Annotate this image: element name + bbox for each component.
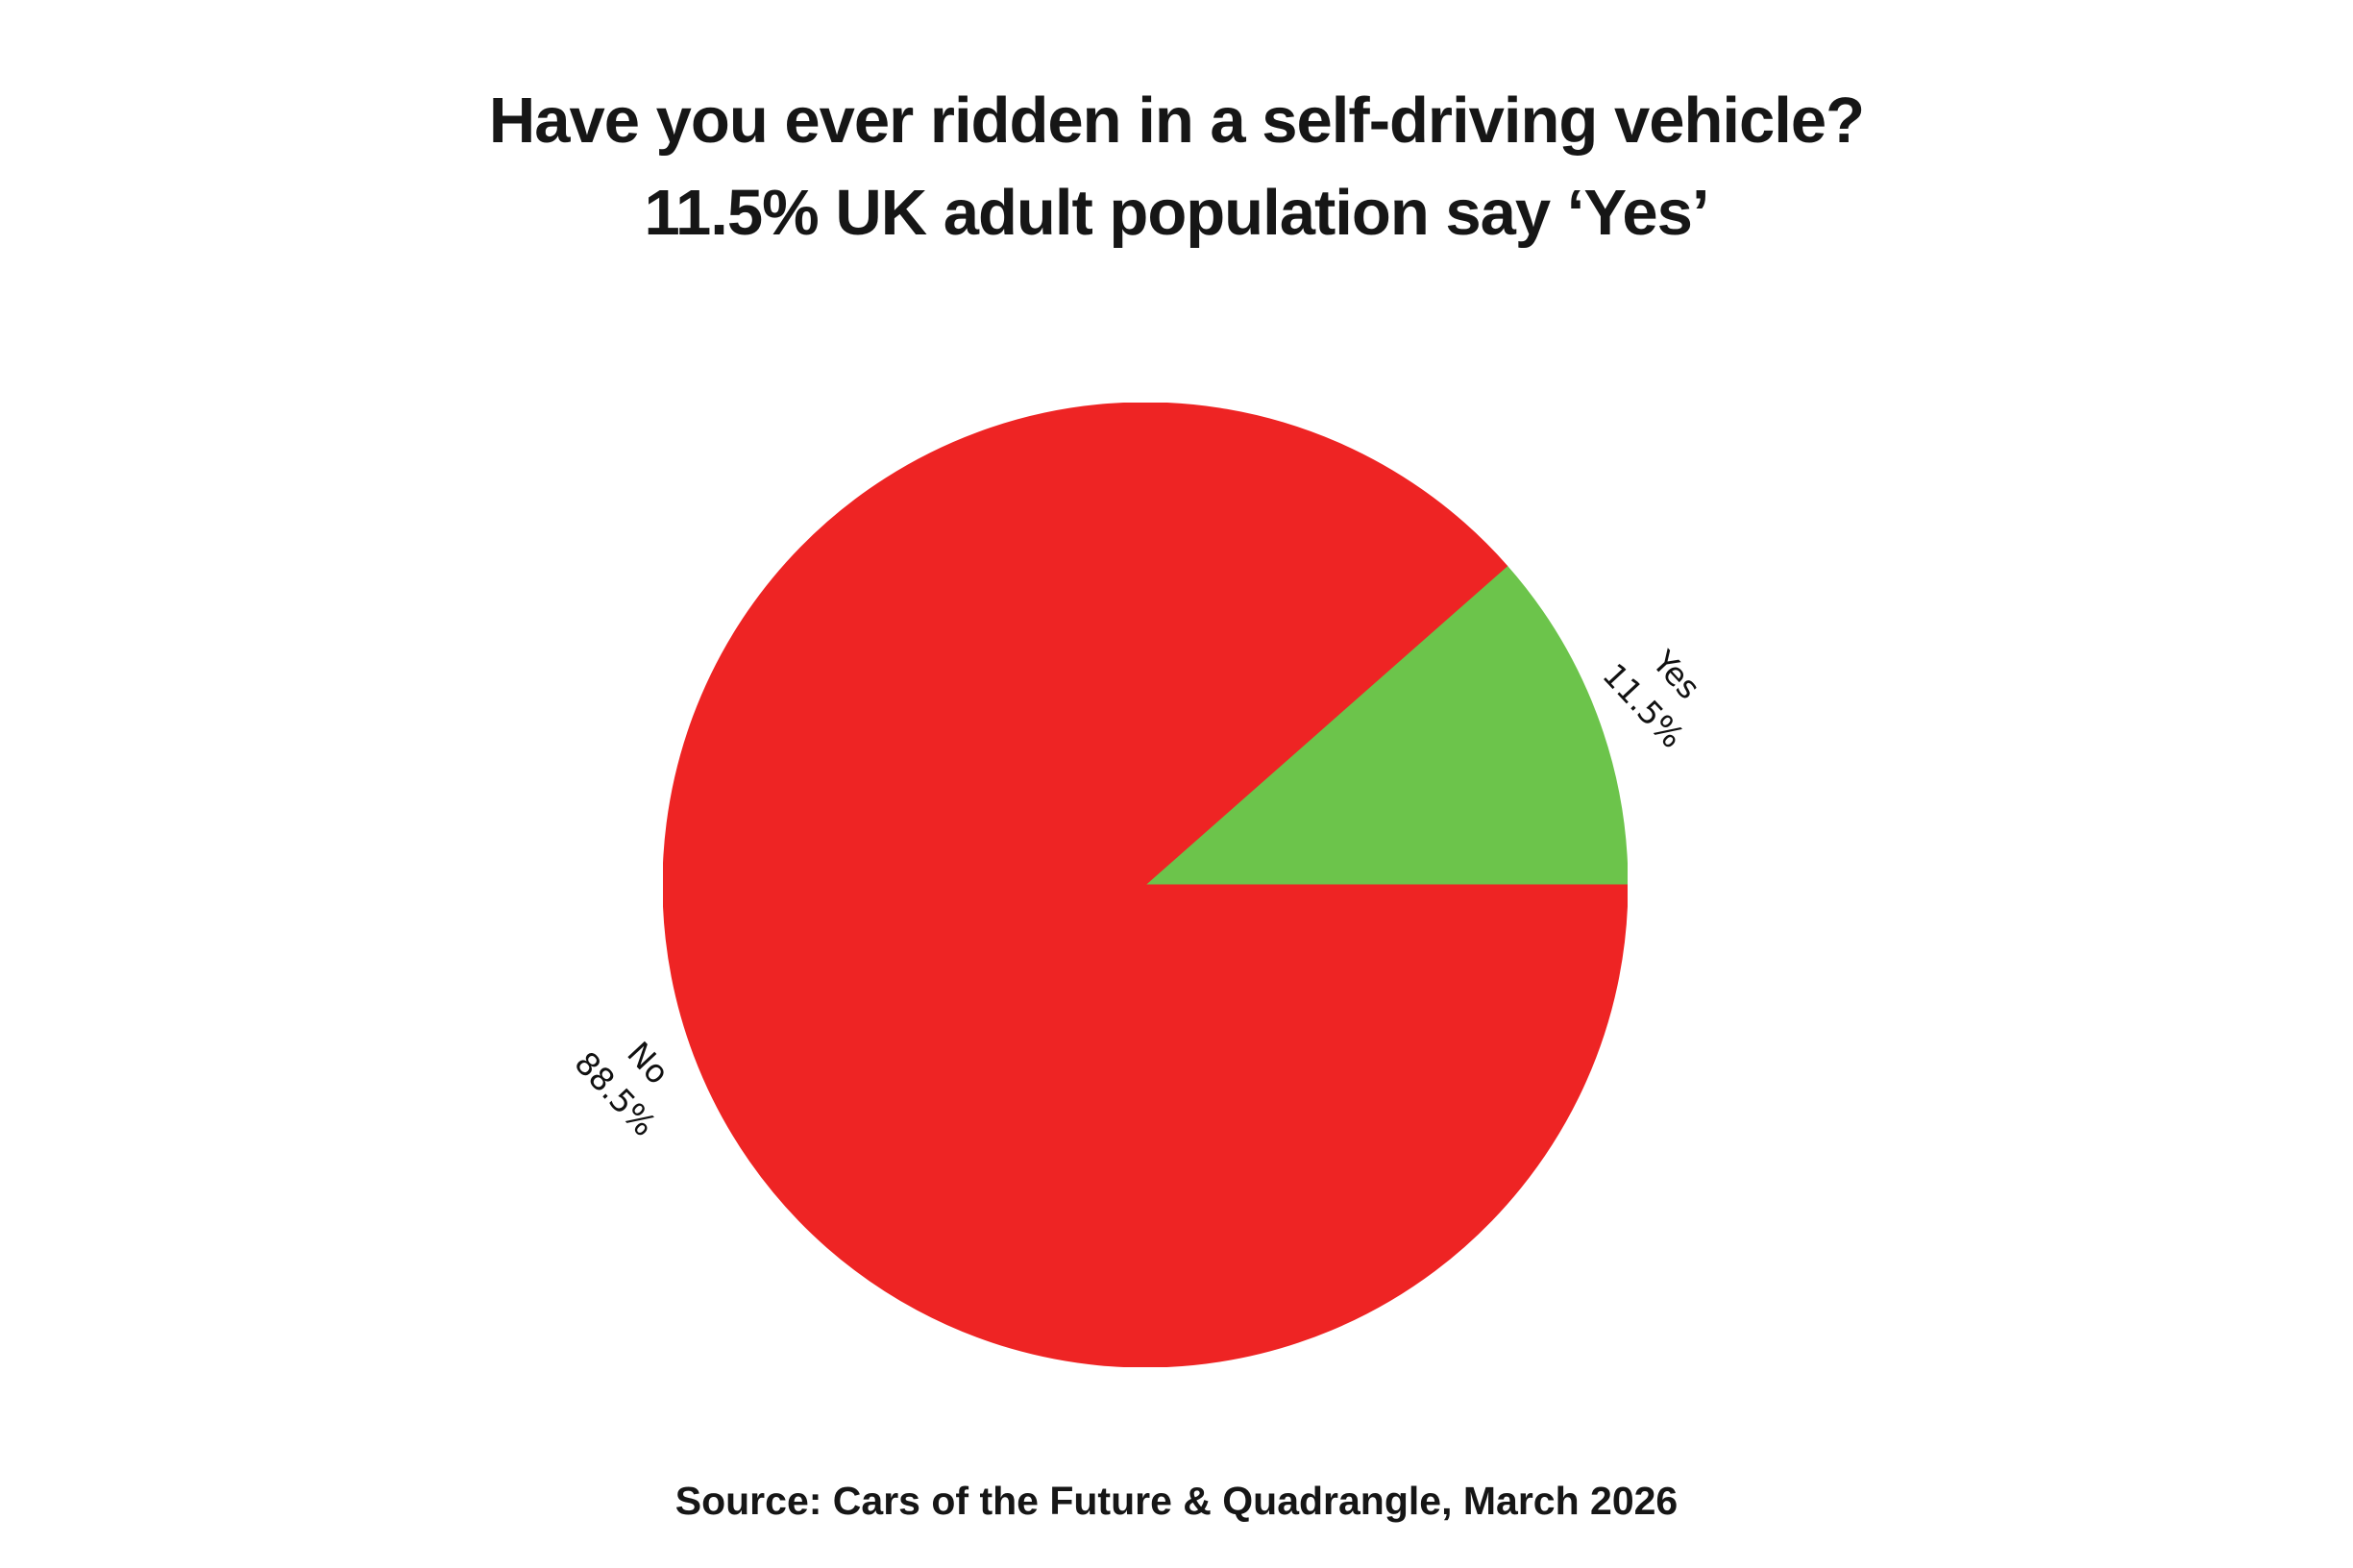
source-caption: Source: Cars of the Future & Quadrangle,… [674, 1479, 1679, 1523]
pie-chart [663, 403, 1628, 1367]
pie-slice-no [663, 403, 1628, 1367]
chart-title: Have you ever ridden in a self-driving v… [0, 75, 2353, 259]
title-line-1: Have you ever ridden in a self-driving v… [488, 85, 1865, 157]
pie-slice-yes [1143, 565, 1628, 886]
title-line-2: 11.5% UK adult population say ‘Yes’ [644, 177, 1709, 249]
